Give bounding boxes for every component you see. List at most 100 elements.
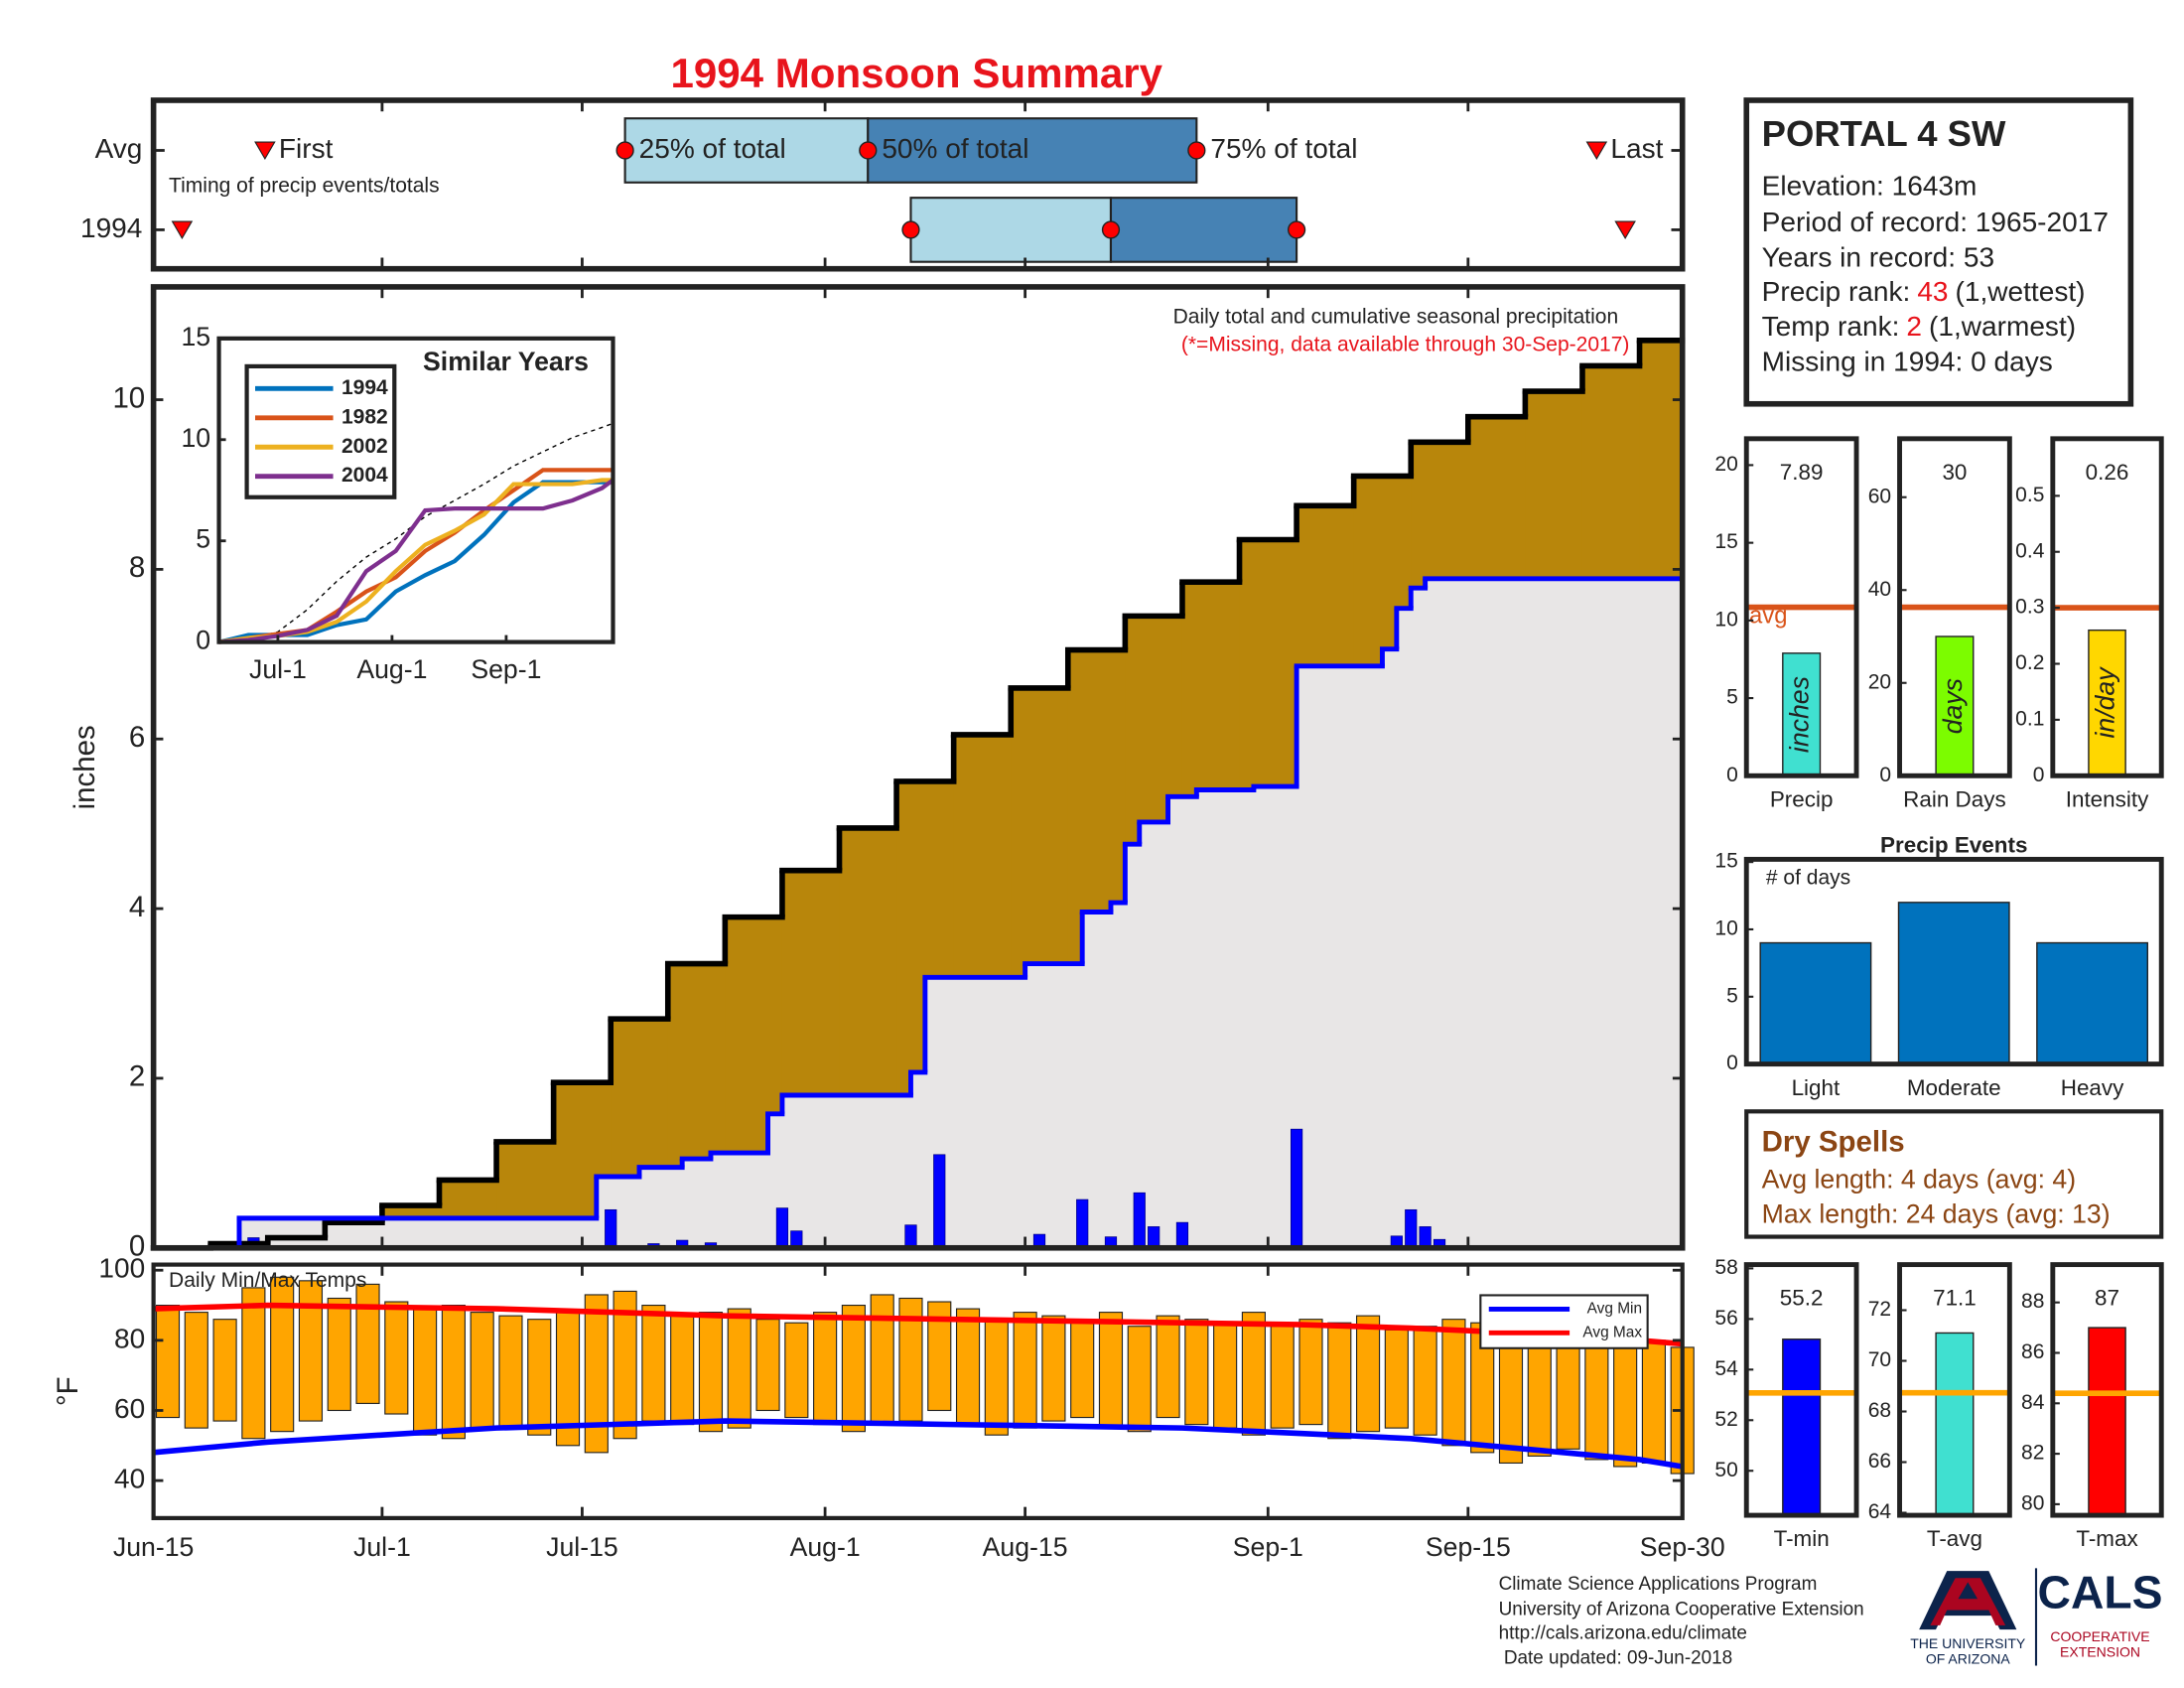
temp-range-bar [1327, 1322, 1352, 1440]
legend-label: 1994 [341, 376, 388, 399]
daily-bar [1076, 1198, 1089, 1249]
value-label: 87 [2095, 1286, 2119, 1311]
temp-range-bar [155, 1304, 181, 1419]
temp-range-bar [727, 1308, 751, 1429]
logo-text: THE UNIVERSITY [1910, 1635, 2026, 1651]
y-tick-label: 0 [2033, 764, 2045, 786]
event-marker [171, 220, 194, 239]
y-tick-label: 72 [1868, 1298, 1891, 1321]
legend-label: Avg Max [1582, 1324, 1642, 1340]
cumulative-fill [1167, 796, 1198, 1248]
logo-text: COOPERATIVE [2050, 1628, 2149, 1644]
temp-range-bar [1641, 1339, 1667, 1465]
temp-range-bar [1070, 1319, 1095, 1419]
bar [2088, 629, 2126, 776]
y-tick-label: 88 [2021, 1290, 2044, 1313]
x-tick-label: Jul-1 [353, 1532, 411, 1562]
temp-range-bar [1184, 1319, 1209, 1426]
annotation: Daily total and cumulative seasonal prec… [1173, 305, 1619, 328]
cumulative-fill [710, 1153, 769, 1248]
cumulative-fill [1297, 665, 1384, 1248]
plot-frame [2050, 1262, 2164, 1518]
daily-bar [1148, 1226, 1160, 1249]
temp-range-bar [755, 1319, 780, 1412]
temp-range-bar [241, 1287, 266, 1440]
rank-note: (1,warmest) [1929, 311, 2076, 342]
y-tick-label: 10 [1714, 608, 1737, 631]
bar [1935, 635, 1975, 776]
marker-label: First [279, 133, 334, 164]
temp-range-bar [1441, 1319, 1466, 1447]
temp-range-bar [212, 1319, 237, 1422]
row-label: Avg [95, 133, 143, 164]
daily-bar [933, 1154, 946, 1249]
temp-range-bar [270, 1276, 295, 1433]
y-tick-label: 0.1 [2015, 707, 2044, 730]
station-line: Years in record: 53 [1762, 241, 1994, 272]
cumulative-fill [1396, 608, 1412, 1248]
cumulative-fill [1125, 844, 1141, 1248]
y-tick-label: 0 [196, 626, 210, 655]
temp-range-bar [1156, 1315, 1180, 1419]
plot-frame [216, 336, 615, 644]
cumulative-fill [781, 1095, 912, 1248]
cumulative-fill [1082, 912, 1112, 1248]
bar [1782, 652, 1822, 776]
annotation: # of days [1766, 867, 1850, 890]
temp-range-bar [441, 1304, 466, 1440]
logo-a-inner [1930, 1578, 2006, 1625]
y-tick-label: 50 [1714, 1459, 1737, 1481]
station-frame [1743, 97, 2134, 407]
y-tick-label: 84 [2021, 1391, 2045, 1414]
annotation-note: (*=Missing, data available through 30-Se… [1181, 333, 1630, 355]
y-tick-label: 66 [1868, 1450, 1891, 1473]
bar [1782, 1338, 1822, 1516]
row-label: 1994 [80, 212, 142, 243]
marker-label: 75% of total [1210, 133, 1357, 164]
temp-range-bar [1298, 1319, 1323, 1426]
temp-range-bar [1013, 1312, 1037, 1429]
temp-range-bar [813, 1312, 838, 1426]
temp-range-bar [784, 1322, 809, 1419]
footer-line: Date updated: 09-Jun-2018 [1499, 1648, 1733, 1669]
daily-bar [1175, 1221, 1189, 1249]
value-label: 55.2 [1780, 1286, 1824, 1311]
quartile-box [909, 197, 1113, 263]
average-line [153, 1418, 1684, 1470]
dry-spells-frame [1744, 1109, 2164, 1239]
daily-bar [1290, 1128, 1303, 1249]
y-tick-label: 0.5 [2015, 484, 2044, 506]
event-marker [1585, 141, 1608, 161]
marker-label: 50% of total [882, 133, 1028, 164]
event-marker [1614, 220, 1636, 239]
average-label: avg [1749, 603, 1787, 630]
y-tick-label: 15 [1714, 850, 1737, 873]
temp-range-bar [870, 1294, 894, 1426]
total-marker [615, 141, 634, 160]
annotation: Timing of precip events/totals [169, 175, 440, 198]
temp-range-bar [327, 1297, 351, 1412]
temp-range-bar [1613, 1336, 1638, 1468]
x-tick-label: T-max [2076, 1526, 2137, 1551]
y-tick-label: 40 [114, 1464, 145, 1494]
y-tick-label: 15 [181, 322, 210, 352]
x-tick-label: Moderate [1907, 1075, 2001, 1100]
cumulative-fill [1253, 786, 1297, 1248]
plot-frame [1897, 1262, 2012, 1518]
y-tick-label: 5 [1726, 984, 1738, 1007]
temp-range-bar [927, 1301, 952, 1412]
cumulative-fill [1411, 588, 1427, 1248]
logo-text: EXTENSION [2060, 1644, 2140, 1660]
footer-line: University of Arizona Cooperative Extens… [1499, 1599, 1864, 1619]
legend-label: Avg Min [1587, 1301, 1642, 1318]
rank-label: Temp rank: [1762, 311, 1900, 342]
legend-label: 1982 [341, 405, 388, 428]
cumulative-fill [910, 1071, 926, 1248]
cumulative-fill [682, 1159, 712, 1248]
value-label: 0.26 [2086, 460, 2129, 485]
footer-line: Climate Science Applications Program [1499, 1574, 1818, 1595]
temp-range-bar [498, 1315, 523, 1429]
y-tick-label: 56 [1714, 1307, 1737, 1330]
temp-range-bar [1241, 1312, 1266, 1436]
